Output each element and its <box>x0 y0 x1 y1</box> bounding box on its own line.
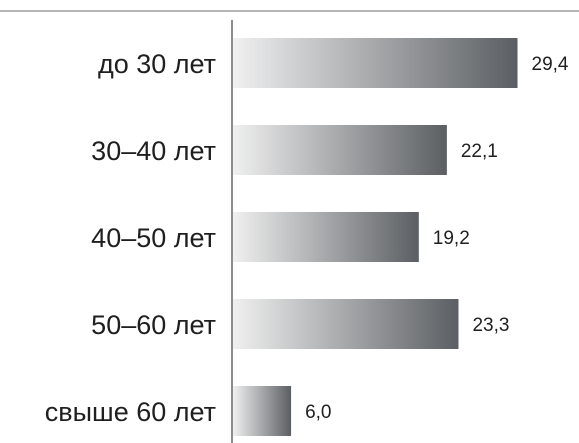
bar-5 <box>233 386 292 436</box>
value-label-1: 29,4 <box>532 54 569 75</box>
category-label-1: до 30 лет <box>98 49 216 79</box>
value-label-5: 6,0 <box>305 402 331 423</box>
bars-group <box>233 38 518 436</box>
bar-4 <box>233 299 459 349</box>
bar-3 <box>233 212 419 262</box>
value-label-4: 23,3 <box>472 315 509 336</box>
category-label-4: 50–60 лет <box>91 310 216 340</box>
bar-1 <box>233 38 518 88</box>
category-label-2: 30–40 лет <box>91 136 216 166</box>
value-label-3: 19,2 <box>433 228 470 249</box>
value-label-2: 22,1 <box>461 141 498 162</box>
bar-2 <box>233 125 447 175</box>
value-labels-group: 29,4 22,1 19,2 23,3 6,0 <box>305 54 569 423</box>
category-labels-group: до 30 лет 30–40 лет 40–50 лет 50–60 лет свыш… <box>45 49 216 427</box>
category-label-5: свыше 60 лет <box>45 397 216 427</box>
category-label-3: 40–50 лет <box>91 223 216 253</box>
